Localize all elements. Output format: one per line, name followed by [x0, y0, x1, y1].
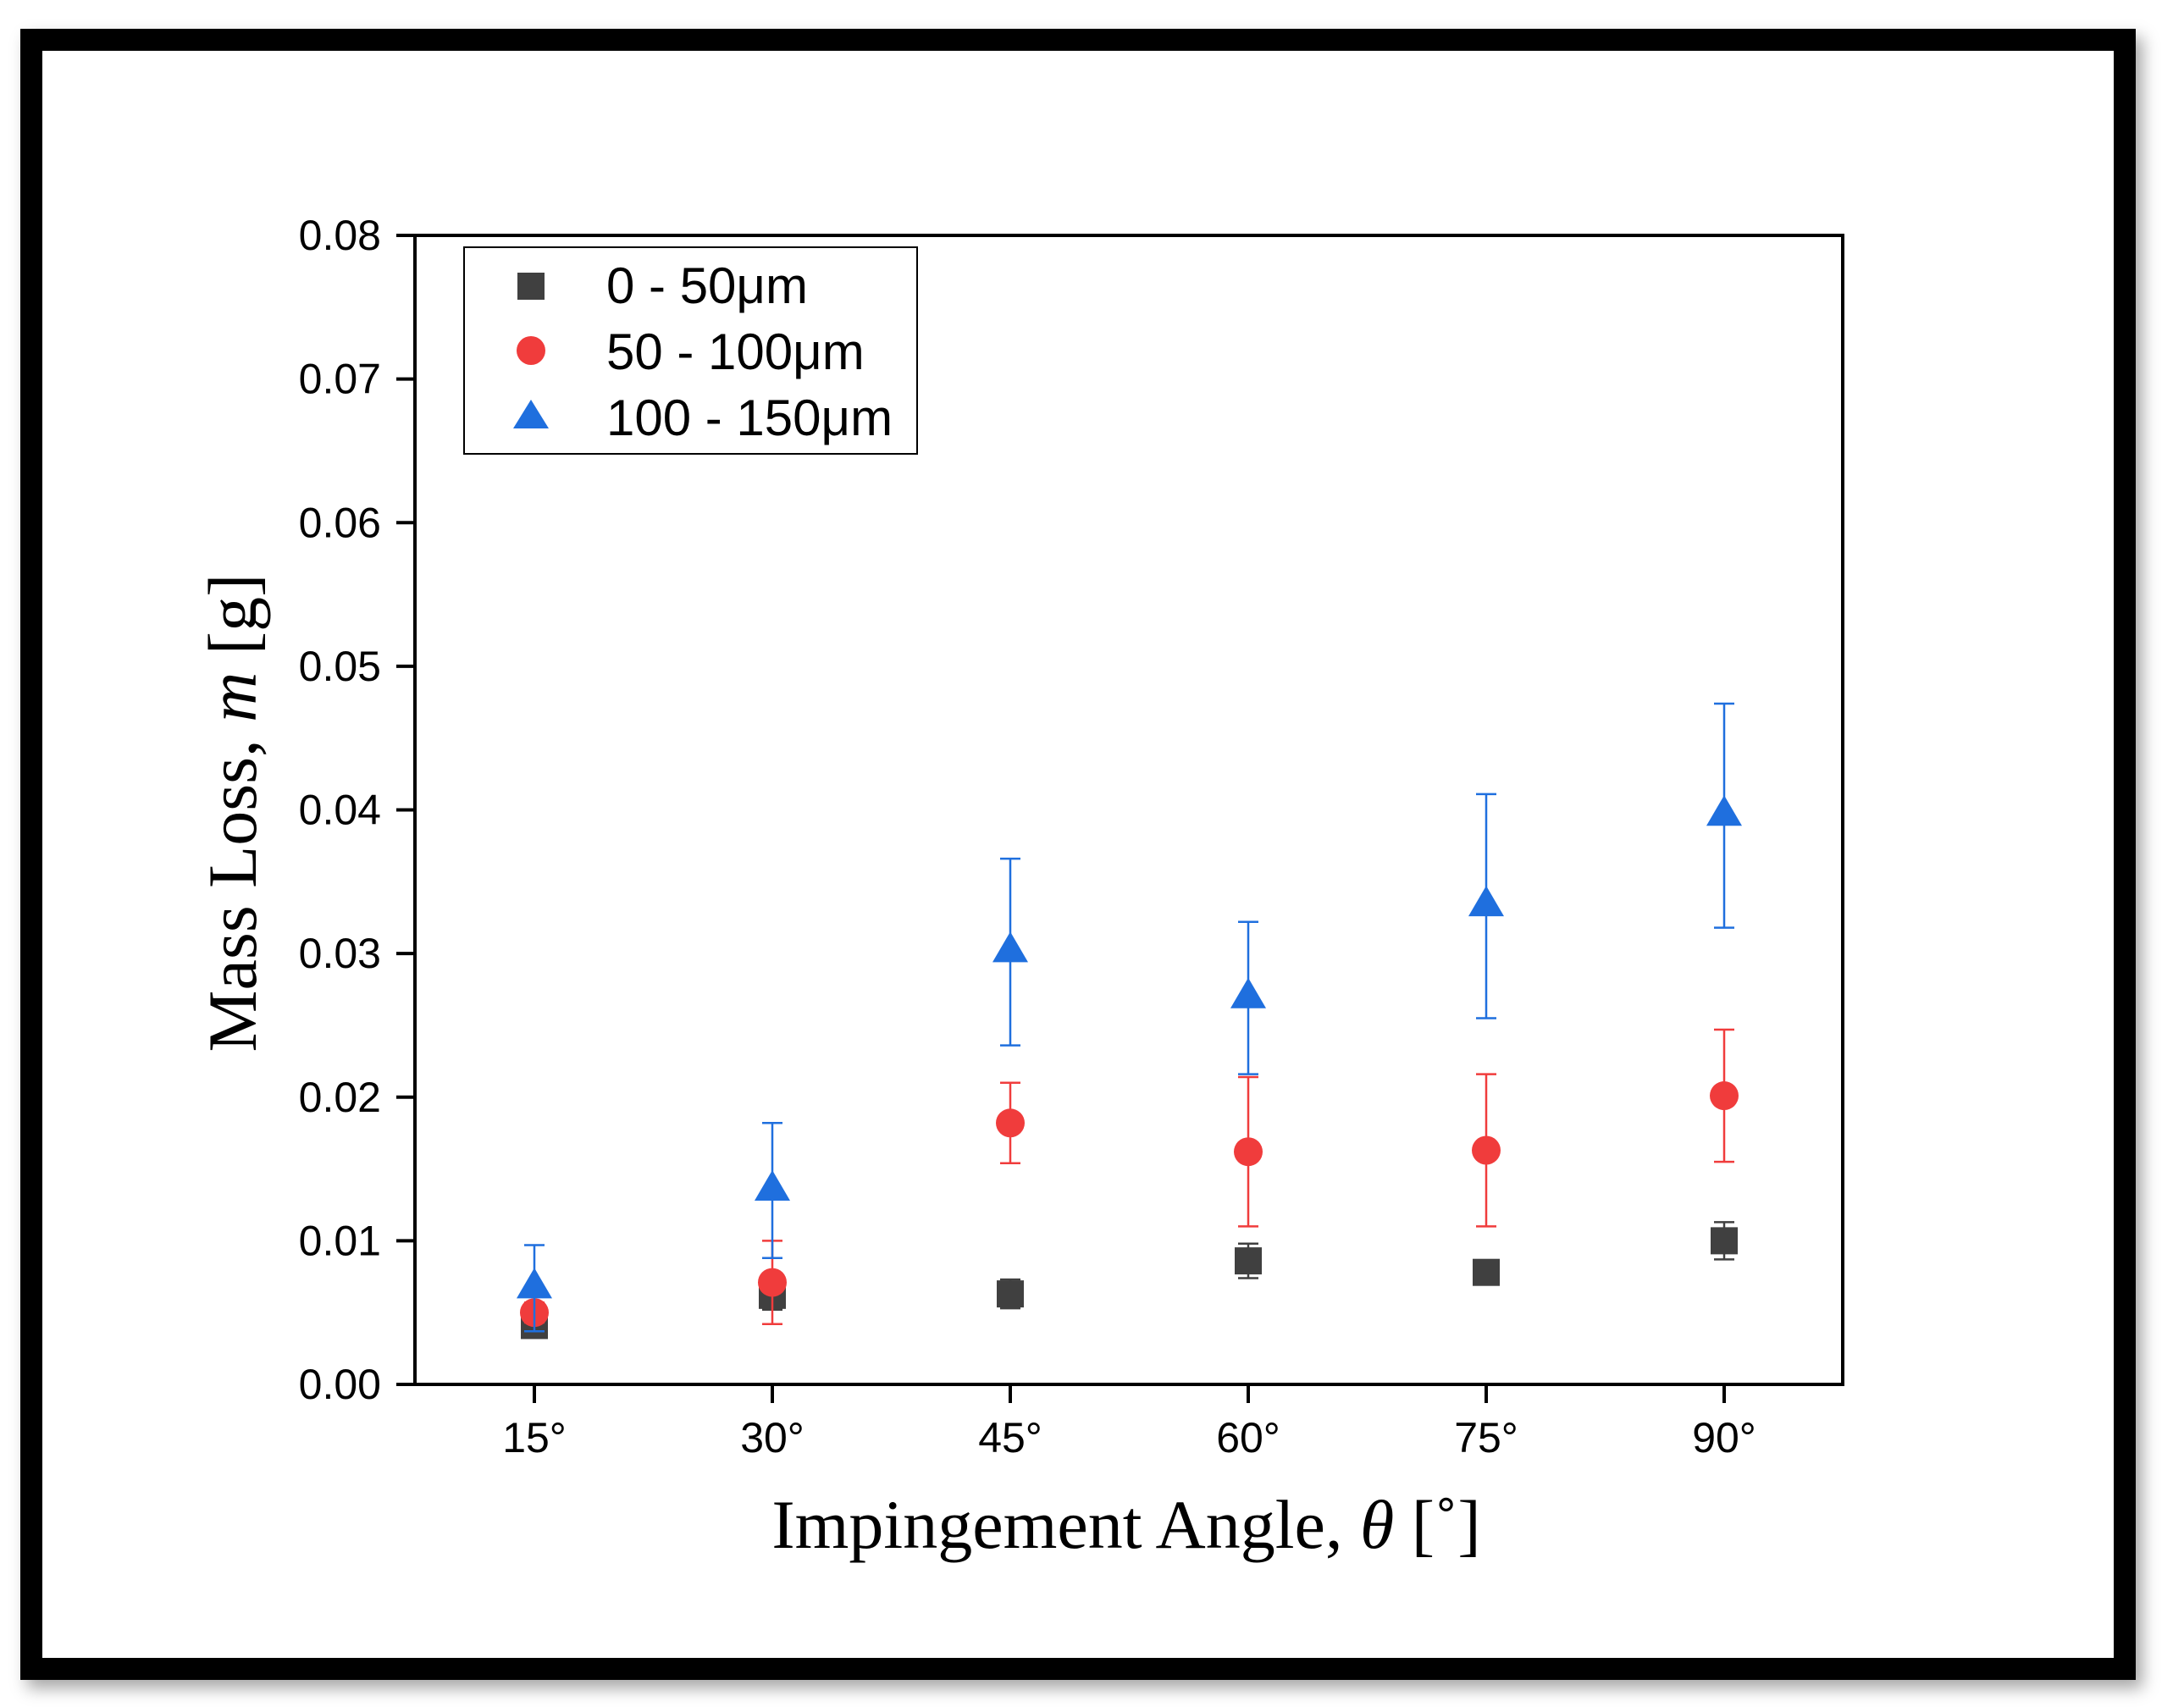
series-circle — [520, 1028, 1739, 1328]
legend-label-0-50: 0 - 50μm — [606, 257, 808, 314]
data-point-square — [997, 1280, 1024, 1308]
data-point-triangle — [992, 931, 1028, 963]
data-point-circle — [996, 1108, 1025, 1138]
y-tick-label: 0.07 — [299, 356, 381, 403]
x-tick-label: 45° — [978, 1414, 1042, 1461]
y-tick-label: 0.02 — [299, 1074, 381, 1121]
x-tick-label: 90° — [1692, 1414, 1756, 1461]
x-tick-label: 15° — [502, 1414, 567, 1461]
data-point-triangle — [1706, 795, 1742, 826]
legend-label-100-150: 100 - 150μm — [606, 389, 893, 446]
data-point-triangle — [517, 1268, 552, 1299]
legend-marker-triangle — [513, 400, 549, 428]
x-tick-label: 30° — [740, 1414, 804, 1461]
x-axis-title: Impingement Angle, θ [˚] — [771, 1486, 1480, 1563]
legend-marker-square — [517, 273, 545, 300]
legend-marker-circle — [517, 336, 545, 365]
y-tick-label: 0.00 — [299, 1361, 381, 1408]
series-square — [521, 1221, 1738, 1340]
data-point-square — [1235, 1247, 1262, 1275]
y-tick-label: 0.03 — [299, 930, 381, 977]
plot-area — [413, 234, 1844, 1386]
x-tick-label: 60° — [1216, 1414, 1280, 1461]
legend-label-50-100: 50 - 100μm — [606, 323, 865, 380]
data-point-triangle — [1468, 886, 1504, 917]
y-tick-label: 0.06 — [299, 499, 381, 546]
y-tick-label: 0.01 — [299, 1217, 381, 1264]
series-triangle — [517, 702, 1742, 1333]
data-point-triangle — [755, 1170, 790, 1202]
x-axis-title-text: Impingement Angle, — [771, 1486, 1360, 1563]
y-tick-label: 0.08 — [299, 212, 381, 259]
data-point-circle — [758, 1268, 787, 1297]
y-axis-title-symbol: m — [194, 672, 271, 722]
data-point-circle — [1234, 1137, 1263, 1167]
y-tick-label: 0.04 — [299, 787, 381, 834]
y-axis-title: Mass Loss, m [g] — [194, 574, 271, 1052]
y-axis-title-text: Mass Loss, — [194, 722, 271, 1052]
axis-ticks: 0.00 0.01 0.02 0.03 0.04 0.05 0.06 0.07 0.08 15° 3… — [299, 212, 1756, 1461]
y-axis-title-unit: [g] — [194, 574, 271, 672]
x-tick-label: 75° — [1454, 1414, 1518, 1461]
data-point-circle — [1710, 1081, 1739, 1111]
legend: 0 - 50μm 50 - 100μm 100 - 150μm — [463, 246, 918, 455]
data-point-triangle — [1230, 977, 1266, 1008]
data-point-square — [1473, 1258, 1500, 1286]
x-axis-title-symbol: θ — [1360, 1486, 1394, 1563]
data-point-circle — [1472, 1135, 1501, 1165]
figure-frame — [20, 29, 2136, 1680]
x-axis-title-unit: [˚] — [1394, 1486, 1480, 1563]
y-tick-label: 0.05 — [299, 643, 381, 690]
data-point-square — [1711, 1227, 1738, 1255]
data-series — [517, 702, 1742, 1340]
